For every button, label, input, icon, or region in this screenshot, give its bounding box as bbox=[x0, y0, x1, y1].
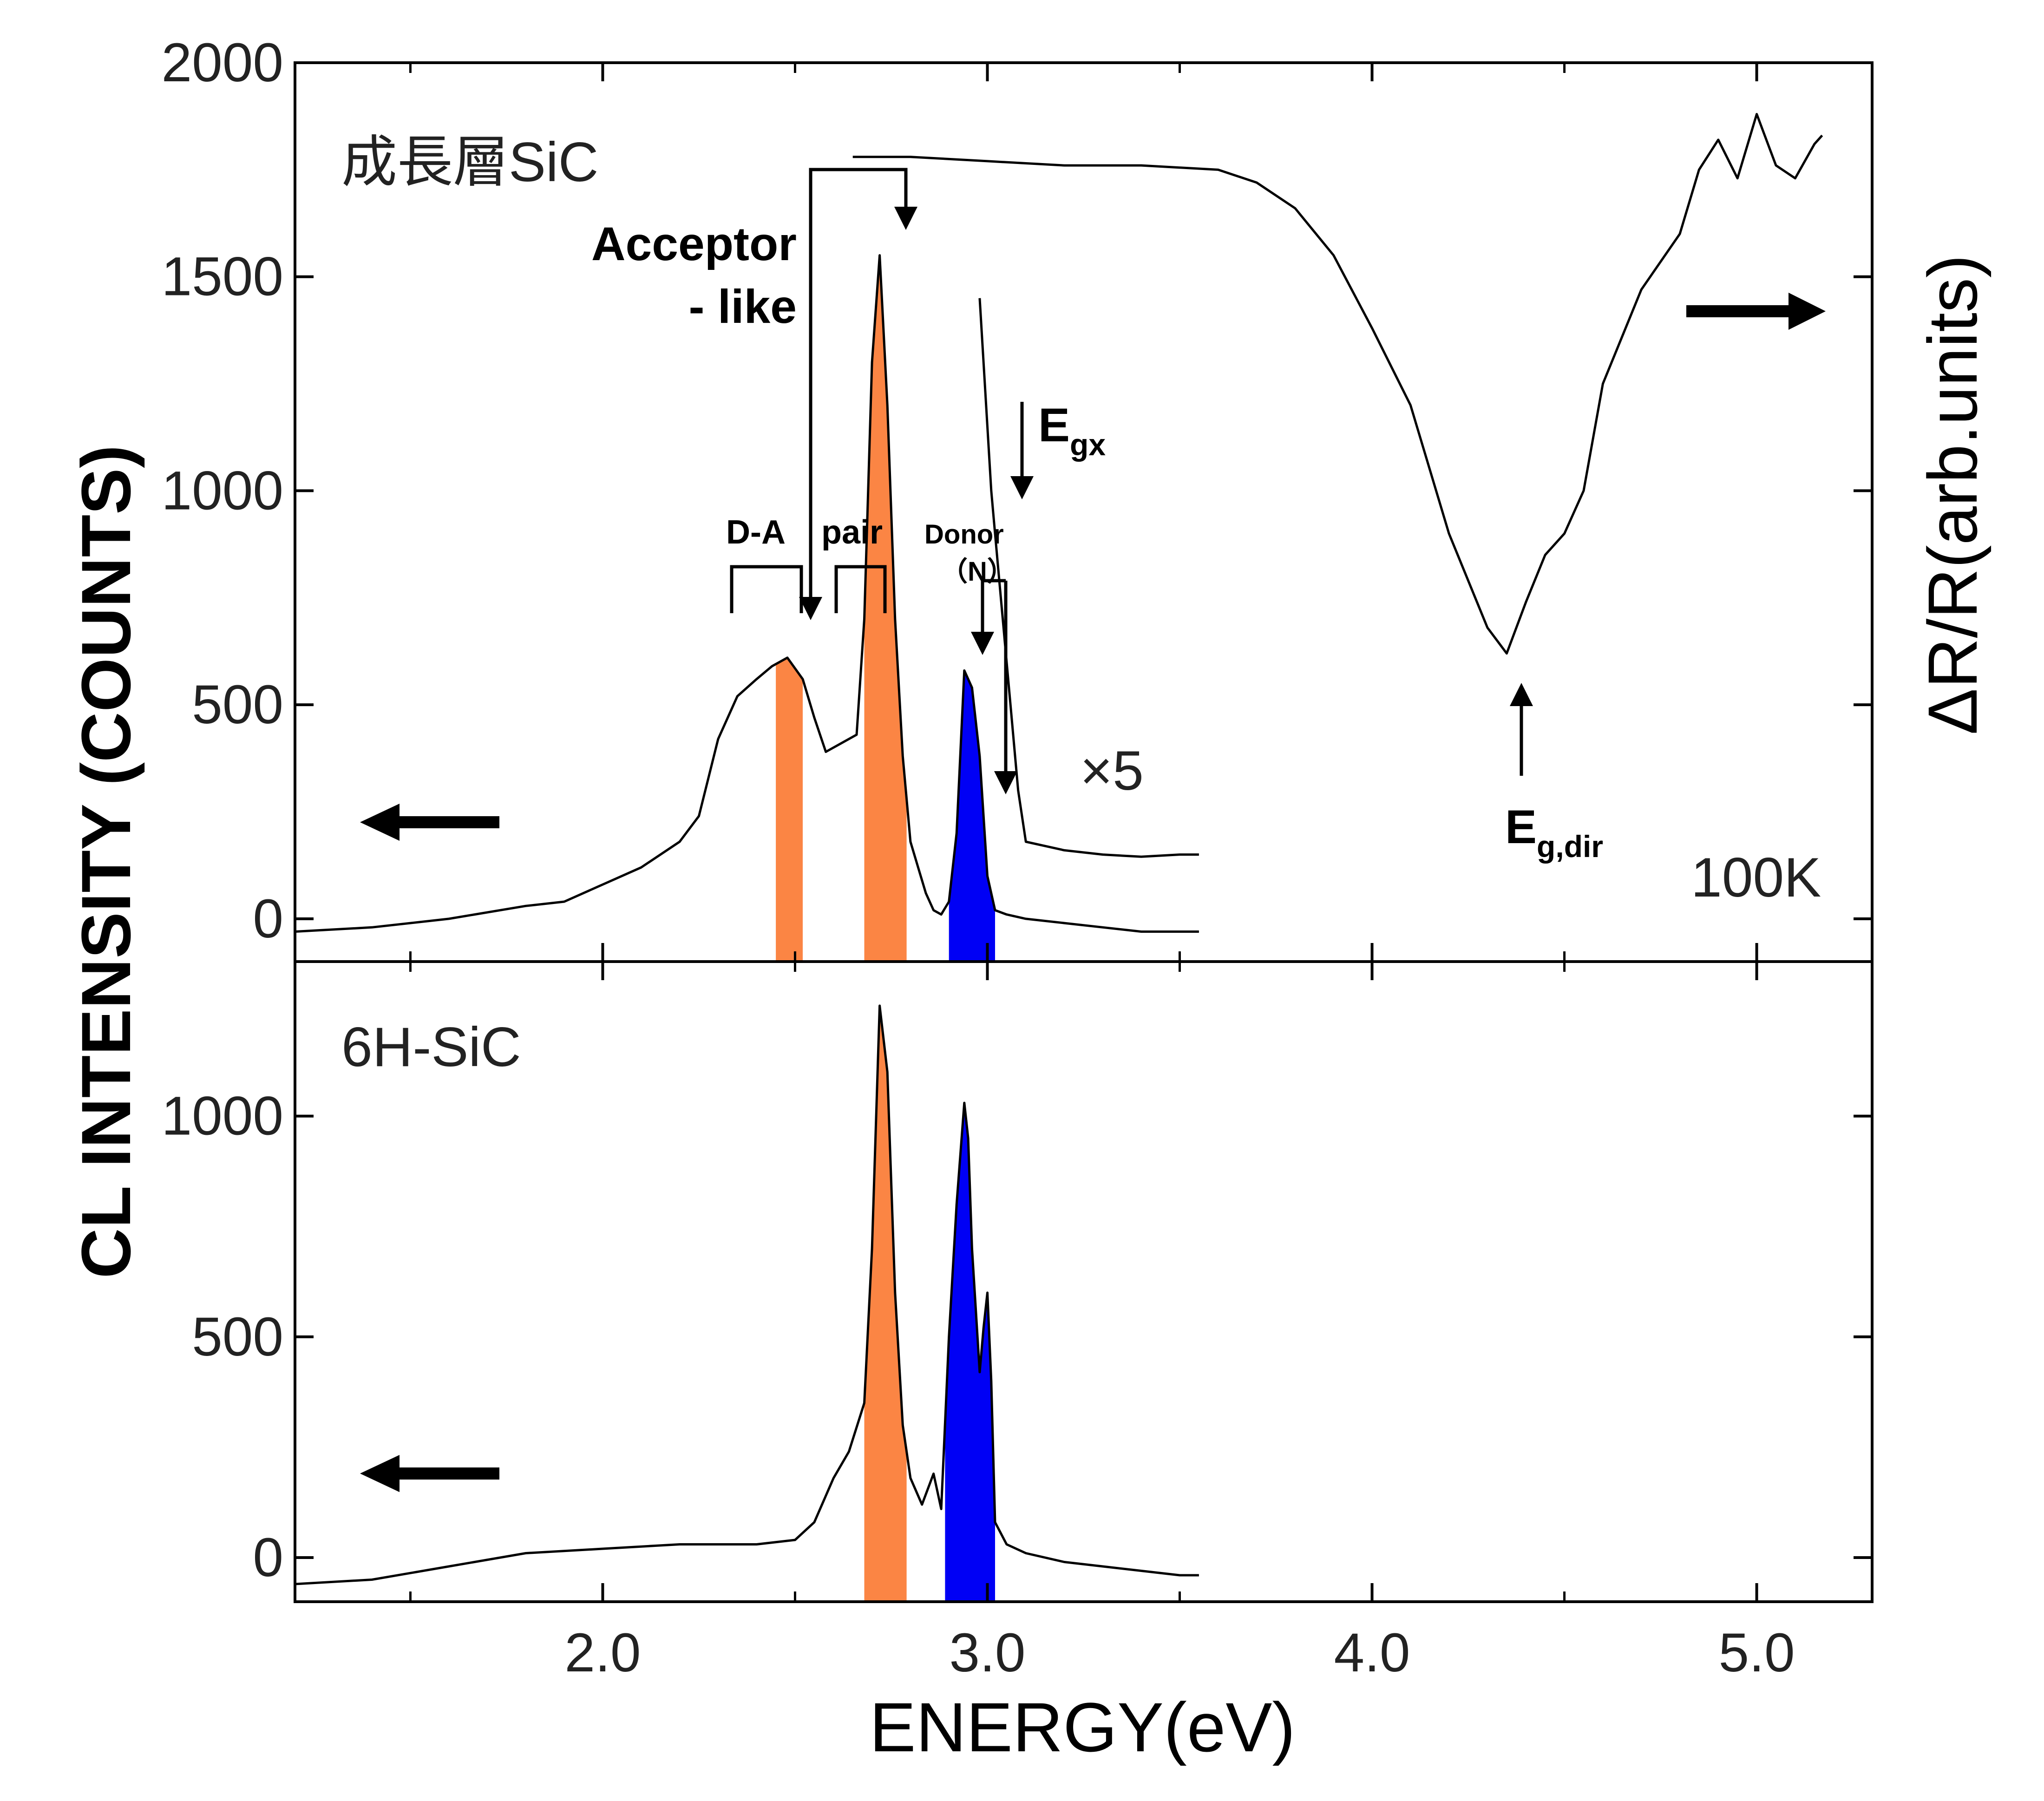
egdir-sub: g,dir bbox=[1537, 829, 1603, 864]
bottom-y-tick-labels: 0 500 1000 bbox=[161, 1086, 283, 1588]
y-tick-label: 1000 bbox=[161, 460, 283, 521]
x-tick-label: 5.0 bbox=[1719, 1622, 1795, 1683]
series-line bbox=[852, 113, 1823, 655]
acceptor-connector bbox=[809, 168, 908, 606]
highlight-band bbox=[864, 1009, 907, 1602]
pair-label: pair bbox=[821, 514, 883, 551]
donor-label: Donor bbox=[924, 519, 1004, 550]
donor-arrow-right bbox=[994, 771, 1017, 794]
sample-label-top: 成長層SiC bbox=[341, 131, 598, 193]
y-tick-label: 1500 bbox=[161, 246, 283, 308]
da-bracket-1 bbox=[730, 565, 803, 613]
highlight-band bbox=[776, 658, 803, 962]
temperature-label: 100K bbox=[1691, 846, 1821, 909]
top-series-group bbox=[295, 113, 1823, 933]
egx-sub: gx bbox=[1070, 427, 1106, 462]
bottom-ticks bbox=[295, 962, 1872, 1602]
x-tick-label: 3.0 bbox=[949, 1622, 1025, 1683]
left-axis-arrow-bottom-head bbox=[360, 1455, 400, 1492]
highlight-band bbox=[949, 670, 995, 962]
da-label: D-A bbox=[726, 514, 786, 551]
x5-label: ×5 bbox=[1080, 740, 1144, 802]
acceptor-label-line2: - like bbox=[689, 280, 797, 333]
x-axis-title: ENERGY(eV) bbox=[870, 1688, 1296, 1766]
y-tick-label: 500 bbox=[192, 674, 283, 735]
right-axis-arrow-head bbox=[1788, 293, 1826, 330]
acceptor-arrow-peak bbox=[894, 207, 917, 230]
donor-arrow-left bbox=[971, 632, 994, 655]
acceptor-label-line1: Acceptor bbox=[591, 217, 797, 270]
y-tick-label: 0 bbox=[253, 1527, 283, 1588]
y-tick-label: 500 bbox=[192, 1306, 283, 1368]
acceptor-arrow-da bbox=[799, 597, 822, 620]
x-tick-label: 2.0 bbox=[564, 1622, 641, 1683]
series-line bbox=[295, 254, 1199, 933]
y2-axis-title: ΔR/R(arb.units) bbox=[1913, 255, 1992, 735]
egx-label: Egx bbox=[1038, 399, 1106, 462]
y-tick-label: 0 bbox=[253, 888, 283, 950]
top-y-tick-labels: 0 500 1000 1500 2000 bbox=[161, 32, 283, 950]
egdir-arrow bbox=[1510, 683, 1533, 706]
egdir-main: E bbox=[1505, 800, 1537, 853]
egdir-label: Eg,dir bbox=[1505, 800, 1603, 864]
top-ticks bbox=[295, 61, 1872, 962]
x-tick-labels: 2.0 3.0 4.0 5.0 bbox=[564, 1622, 1795, 1683]
highlight-band bbox=[945, 1109, 995, 1602]
bottom-panel: 0 500 1000 2.0 3.0 4.0 5.0 6H-SiC bbox=[161, 960, 1874, 1683]
sample-label-bottom: 6H-SiC bbox=[341, 1016, 521, 1078]
bottom-plot-frame bbox=[294, 960, 1874, 1603]
egx-main: E bbox=[1038, 399, 1070, 452]
bottom-highlight-bands bbox=[864, 1009, 995, 1602]
series-line bbox=[978, 298, 1199, 858]
y-axis-title: CL INTENSITY (COUNTS) bbox=[67, 445, 145, 1279]
left-axis-arrow-top-head bbox=[360, 804, 400, 841]
da-bracket-2 bbox=[834, 565, 887, 613]
y-tick-label: 1000 bbox=[161, 1086, 283, 1147]
egx-arrow bbox=[1010, 476, 1034, 499]
y-tick-label: 2000 bbox=[161, 32, 283, 93]
x-tick-label: 4.0 bbox=[1334, 1622, 1410, 1683]
bottom-series-group bbox=[295, 1004, 1199, 1585]
series-line bbox=[295, 1004, 1199, 1585]
